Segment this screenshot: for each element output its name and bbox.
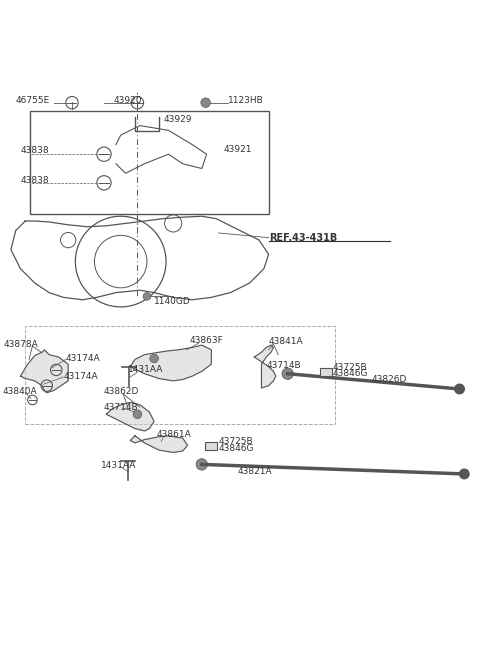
Text: 43846G: 43846G — [333, 369, 369, 378]
Polygon shape — [21, 350, 68, 393]
Polygon shape — [107, 402, 154, 431]
Circle shape — [196, 458, 207, 470]
Text: 43929: 43929 — [164, 115, 192, 125]
Polygon shape — [130, 345, 211, 381]
Bar — [320, 368, 332, 376]
Text: 43714B: 43714B — [266, 361, 301, 370]
Circle shape — [133, 410, 142, 419]
Text: 43174A: 43174A — [63, 372, 98, 381]
Text: 43861A: 43861A — [156, 430, 191, 439]
Text: 43841A: 43841A — [269, 337, 303, 346]
Text: 43826D: 43826D — [371, 375, 407, 384]
Text: 43863F: 43863F — [190, 336, 224, 345]
Text: 43862D: 43862D — [104, 387, 139, 396]
Circle shape — [143, 293, 151, 300]
Text: 43174A: 43174A — [66, 354, 100, 363]
Text: REF.43-431B: REF.43-431B — [269, 233, 337, 243]
Polygon shape — [130, 436, 188, 452]
Text: 43821A: 43821A — [238, 467, 272, 475]
Text: 46755E: 46755E — [16, 96, 50, 105]
Text: 43838: 43838 — [21, 177, 49, 185]
Bar — [30, 111, 269, 214]
Text: 1431AA: 1431AA — [101, 461, 136, 470]
Text: 43878A: 43878A — [4, 340, 38, 349]
Bar — [205, 443, 217, 450]
Circle shape — [282, 368, 293, 379]
Text: 43846G: 43846G — [218, 443, 254, 452]
Circle shape — [150, 354, 158, 363]
Circle shape — [459, 469, 469, 479]
Text: 1123HB: 1123HB — [228, 96, 264, 105]
Text: 1140GD: 1140GD — [154, 297, 191, 306]
Text: 43921: 43921 — [223, 145, 252, 154]
Circle shape — [455, 384, 464, 394]
Text: 43725B: 43725B — [218, 437, 253, 447]
Text: 43840A: 43840A — [2, 387, 37, 396]
Bar — [25, 326, 336, 424]
Text: 43920: 43920 — [114, 96, 142, 105]
Text: 43714B: 43714B — [104, 403, 139, 411]
Polygon shape — [254, 345, 276, 388]
Text: 1431AA: 1431AA — [128, 365, 163, 374]
Circle shape — [201, 98, 210, 108]
Text: 43838: 43838 — [21, 146, 49, 155]
Text: 43725B: 43725B — [333, 364, 368, 372]
